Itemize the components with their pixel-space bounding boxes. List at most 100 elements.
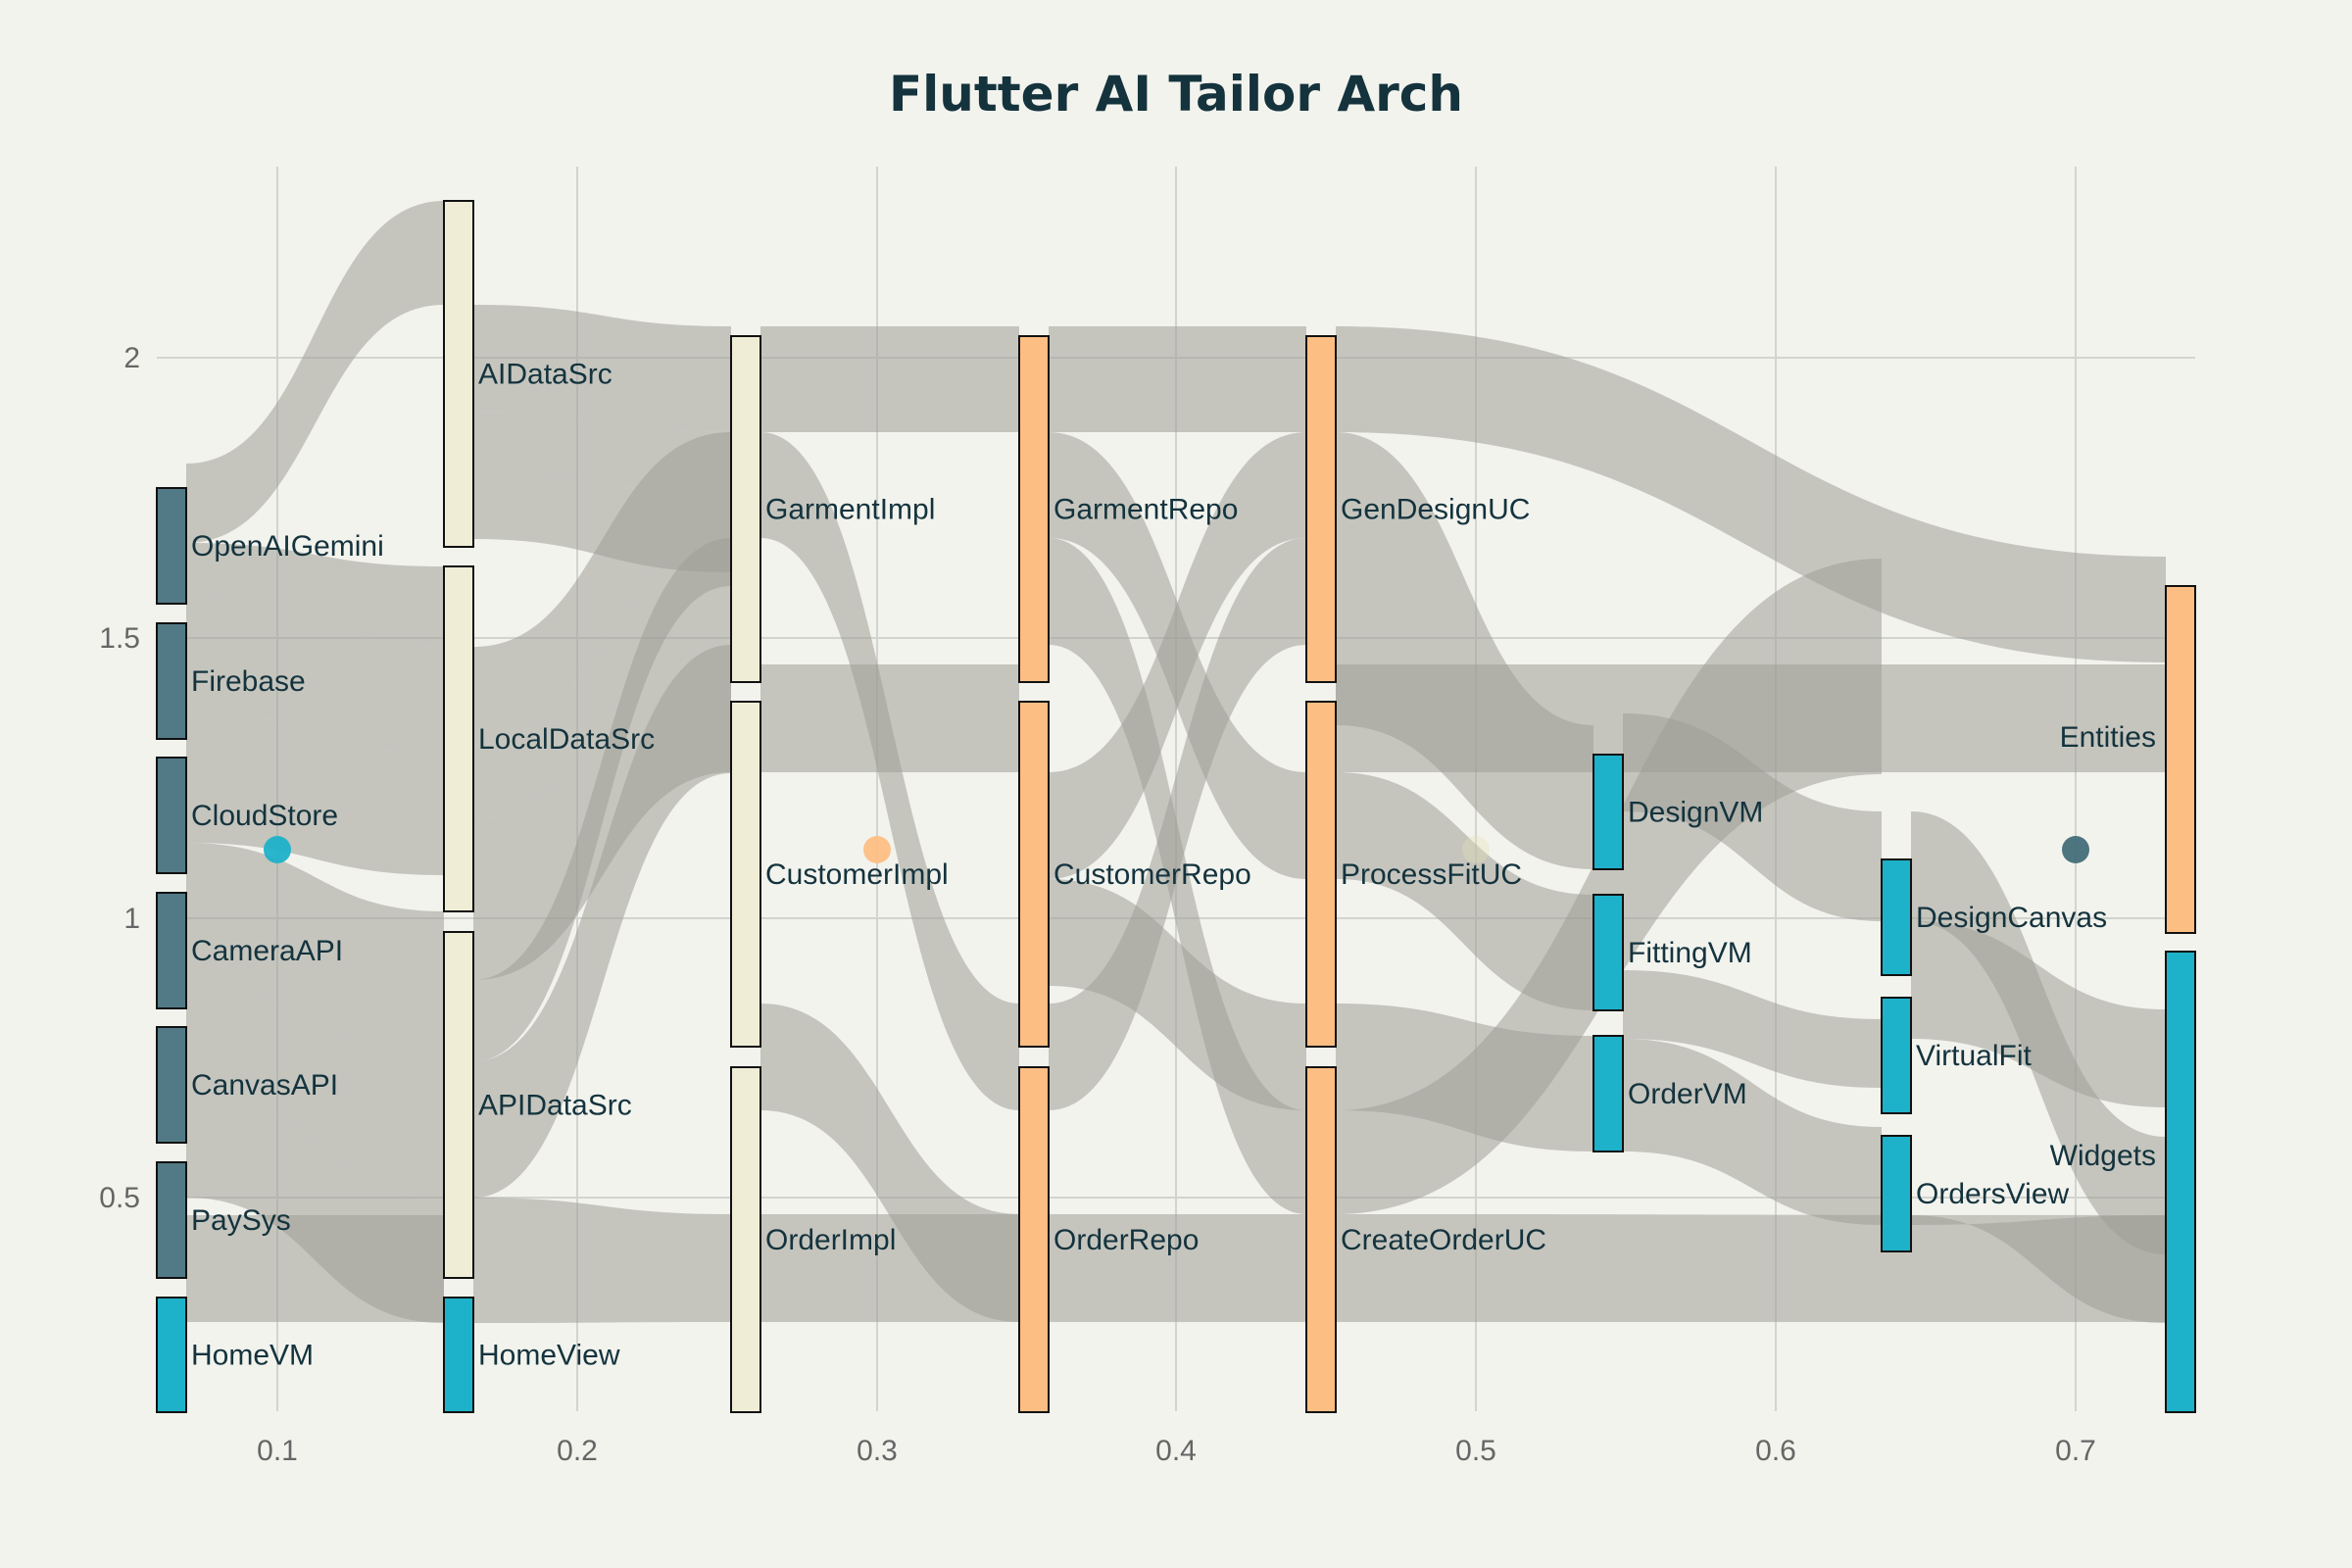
link-homevm-to-homeview [186, 1215, 444, 1322]
link-cameraapi-to-apidatasrc [186, 843, 444, 1061]
node-label: Entities [2060, 721, 2156, 754]
link-garmentimpl-to-orderrepo [760, 432, 1019, 1110]
link-apidatasrc-to-customerimpl [473, 645, 731, 1198]
node-openaigemini[interactable] [156, 487, 187, 605]
link-fittingvm-to-virtualfit [1623, 970, 1882, 1088]
link-openaigemini-to-localdatasrc [186, 543, 444, 647]
x-tick-label: 0.3 [857, 1435, 898, 1467]
node-label: PaySys [191, 1204, 291, 1237]
node-label: DesignCanvas [1916, 902, 2107, 934]
node-ordersview[interactable] [1881, 1135, 1912, 1252]
node-label: OrderImpl [765, 1224, 896, 1256]
node-localdatasrc[interactable] [443, 565, 474, 912]
node-label: OpenAIGemini [191, 530, 384, 563]
node-customerrepo[interactable] [1018, 701, 1050, 1048]
node-label: Firebase [191, 665, 306, 698]
link-apidatasrc-to-garmentimpl [473, 538, 731, 1061]
node-label: HomeVM [191, 1340, 314, 1372]
link-createorderuc-to-widgets [1336, 1214, 2166, 1322]
node-processfituc[interactable] [1305, 701, 1337, 1048]
node-designvm[interactable] [1592, 754, 1624, 870]
node-homevm[interactable] [156, 1297, 187, 1413]
link-virtualfit-to-widgets [1911, 921, 2166, 1107]
node-cameraapi[interactable] [156, 892, 187, 1009]
link-cloudstore-to-localdatasrc [186, 711, 444, 875]
marker-dot [863, 836, 891, 863]
marker-dot [2062, 836, 2089, 863]
node-label: CloudStore [191, 800, 338, 832]
node-garmentimpl[interactable] [730, 335, 761, 683]
node-paysys[interactable] [156, 1161, 187, 1279]
node-label: GarmentRepo [1054, 494, 1238, 526]
link-gendesignuc-to-entities [1336, 326, 2166, 662]
link-ordervm-to-ordersview [1623, 1039, 1882, 1225]
y-tick-label: 1.5 [99, 622, 140, 655]
node-aidatasrc[interactable] [443, 200, 474, 548]
nodes [156, 200, 2196, 1413]
y-tick-label: 0.5 [99, 1182, 140, 1214]
link-garmentrepo-to-createorderuc [1049, 538, 1306, 1214]
x-tick-label: 0.4 [1155, 1435, 1197, 1467]
node-label: VirtualFit [1916, 1040, 2032, 1072]
link-createorderuc-to-designcanvas [1336, 559, 1882, 1214]
node-gendesignuc[interactable] [1305, 335, 1337, 683]
node-label: LocalDataSrc [478, 723, 655, 756]
link-garmentrepo-to-gendesignuc [1049, 326, 1306, 432]
node-label: GenDesignUC [1341, 494, 1530, 526]
node-label: GarmentImpl [765, 494, 935, 526]
x-tick-label: 0.5 [1455, 1435, 1496, 1467]
x-tick-label: 0.7 [2055, 1435, 2096, 1467]
axis-ticks: 0.1 0.2 0.3 0.4 0.5 0.6 0.7 0.5 1 1.5 2 [99, 342, 2096, 1467]
link-aidatasrc-to-garmentimpl [473, 305, 731, 432]
node-cloudstore[interactable] [156, 757, 187, 874]
y-tick-label: 1 [123, 903, 140, 935]
link-localdatasrc-to-garmentimpl [473, 432, 731, 745]
node-label: ProcessFitUC [1341, 858, 1522, 891]
node-widgets[interactable] [2165, 951, 2196, 1413]
link-orderrepo-to-createorderuc [1049, 1214, 1306, 1322]
node-labels: OpenAIGemini Firebase CloudStore CameraAPI C… [191, 359, 2156, 1372]
x-tick-label: 0.2 [557, 1435, 598, 1467]
node-label: OrderVM [1628, 1078, 1747, 1110]
y-tick-label: 2 [123, 342, 140, 374]
node-createorderuc[interactable] [1305, 1066, 1337, 1413]
node-orderrepo[interactable] [1018, 1066, 1050, 1413]
node-orderimpl[interactable] [730, 1066, 761, 1413]
x-tick-label: 0.6 [1755, 1435, 1796, 1467]
link-garmentimpl-to-garmentrepo [760, 326, 1019, 432]
link-apidatasrc-to-orderimpl [473, 1198, 731, 1323]
x-tick-label: 0.1 [257, 1435, 298, 1467]
node-label: CanvasAPI [191, 1069, 338, 1102]
node-entities[interactable] [2165, 585, 2196, 934]
node-label: AIDataSrc [478, 359, 612, 391]
node-label: CameraAPI [191, 935, 343, 967]
flow-links [186, 201, 2166, 1323]
chart-title: Flutter AI Tailor Arch [889, 66, 1463, 122]
link-customerrepo-to-gendesignuc [1049, 432, 1306, 879]
markers [264, 836, 2089, 863]
node-apidatasrc[interactable] [443, 931, 474, 1279]
marker-dot [1462, 836, 1490, 863]
node-virtualfit[interactable] [1881, 997, 1912, 1114]
node-fittingvm[interactable] [1592, 894, 1624, 1011]
link-firebase-to-localdatasrc [186, 594, 444, 755]
link-orderimpl-to-orderrepo [760, 1214, 1019, 1322]
node-garmentrepo[interactable] [1018, 335, 1050, 683]
node-label: FittingVM [1628, 937, 1752, 969]
link-processfituc-to-fittingvm [1336, 772, 1593, 1010]
link-canvasapi-to-apidatasrc [186, 982, 444, 1198]
node-customerimpl[interactable] [730, 701, 761, 1048]
node-label: OrderRepo [1054, 1224, 1199, 1256]
node-label: DesignVM [1628, 797, 1763, 829]
marker-dot [264, 836, 291, 863]
node-firebase[interactable] [156, 622, 187, 740]
node-homeview[interactable] [443, 1297, 474, 1413]
node-label: APIDataSrc [478, 1090, 632, 1122]
node-designcanvas[interactable] [1881, 858, 1912, 976]
node-canvasapi[interactable] [156, 1026, 187, 1144]
link-openaigemini-to-aidatasrc [186, 201, 444, 543]
node-label: CreateOrderUC [1341, 1224, 1546, 1256]
node-ordervm[interactable] [1592, 1035, 1624, 1152]
